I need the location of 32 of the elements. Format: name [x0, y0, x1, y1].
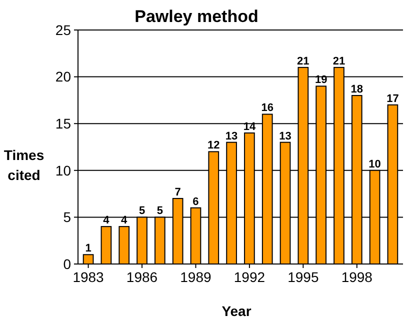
x-tick-label: 1992: [234, 269, 266, 285]
x-tick-label: 1998: [341, 269, 373, 285]
y-tick-label: 25: [55, 22, 72, 38]
data-label: 18: [350, 84, 364, 96]
data-label: 13: [279, 130, 292, 142]
data-label: 13: [225, 130, 238, 142]
data-label: 17: [386, 92, 399, 105]
y-tick-label: 15: [55, 116, 72, 132]
x-tick-label: 1983: [72, 269, 104, 285]
data-label: 16: [261, 102, 274, 114]
data-label: 5: [156, 205, 163, 218]
y-tick-label: 20: [55, 68, 72, 85]
data-label: 21: [332, 55, 346, 68]
x-tick-label: 1989: [180, 269, 212, 285]
bar: [118, 226, 130, 264]
data-label: 5: [138, 205, 146, 218]
data-label: 7: [174, 186, 181, 198]
y-axis-title: Times cited: [4, 147, 44, 183]
chart-title: Pawley method: [134, 7, 258, 26]
data-label: 21: [297, 55, 310, 68]
data-label: 1: [85, 242, 92, 255]
y-tick-label: 5: [63, 209, 72, 226]
data-label: 12: [208, 140, 220, 152]
bar: [100, 226, 112, 264]
x-axis-title: Year: [222, 303, 252, 319]
y-tick-label: 0: [63, 256, 72, 272]
y-tick-label: 10: [55, 162, 72, 178]
data-label: 10: [368, 158, 381, 170]
bar: [82, 254, 94, 264]
x-tick-label: 1986: [126, 269, 158, 285]
x-tick-label: 1995: [288, 269, 319, 285]
data-label: 6: [192, 196, 199, 208]
